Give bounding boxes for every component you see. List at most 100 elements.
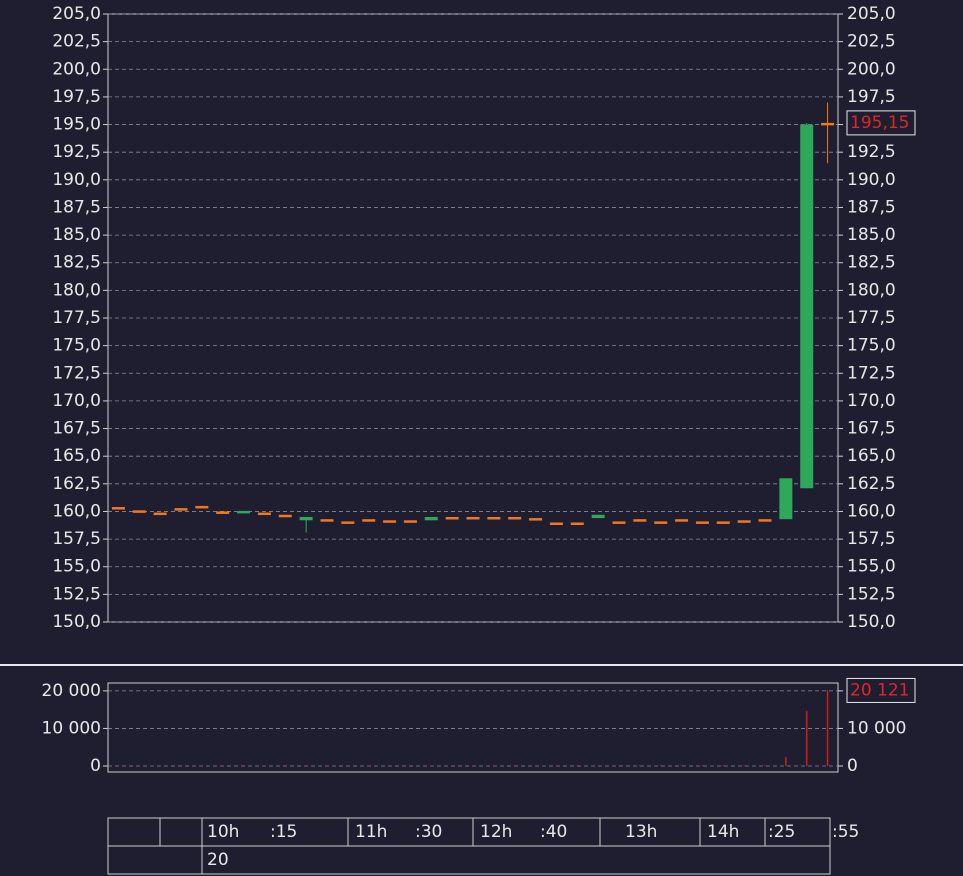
last-value-label: 195,15 — [850, 113, 909, 133]
volume-bar — [680, 765, 683, 766]
y-tick-label: 165,0 — [52, 446, 101, 466]
y-tick-label: 165,0 — [847, 446, 896, 466]
volume-bar — [347, 765, 349, 766]
volume-bar — [701, 765, 704, 766]
candle-body — [758, 519, 772, 522]
volume-bar — [764, 765, 766, 766]
y-tick-label: 177,5 — [847, 308, 896, 328]
volume-bar — [221, 765, 224, 766]
candle-body — [695, 521, 709, 524]
volume-bar — [117, 765, 120, 766]
y-tick-label: 190,0 — [847, 170, 896, 190]
time-label: 13h — [625, 822, 657, 842]
y-tick-label: 170,0 — [52, 391, 101, 411]
candle-body — [132, 510, 146, 513]
candle-body — [779, 478, 793, 520]
y-tick-label: 152,5 — [52, 584, 101, 604]
y-tick-label: 150,0 — [52, 612, 101, 632]
y-tick-label: 160,0 — [52, 501, 101, 521]
y-tick-label: 187,5 — [847, 197, 896, 217]
candle-body — [508, 516, 522, 520]
y-tick-label: 202,5 — [847, 32, 896, 52]
time-label: :25 — [768, 822, 795, 842]
y-tick-label: 167,5 — [52, 419, 101, 439]
volume-bar — [409, 765, 412, 766]
last-value-box — [846, 677, 916, 703]
y-tick-label: 162,5 — [847, 474, 896, 494]
last-value-box — [846, 110, 916, 136]
y-tick-label: 177,5 — [52, 308, 101, 328]
volume-bar — [305, 765, 307, 766]
volume-bar — [493, 765, 495, 766]
volume-bar — [826, 690, 829, 766]
y-tick-label: 185,0 — [847, 225, 896, 245]
volume-bar — [159, 765, 161, 766]
candle-body — [362, 519, 376, 522]
candle-body — [591, 514, 605, 519]
y-tick-label: 192,5 — [52, 142, 101, 162]
y-tick-label: 172,5 — [52, 363, 101, 383]
volume-bar — [639, 765, 641, 766]
y-tick-label: 157,5 — [52, 529, 101, 549]
y-tick-label: 200,0 — [52, 59, 101, 79]
candle-body — [383, 520, 397, 523]
y-tick-label: 175,0 — [52, 336, 101, 356]
y-tick-label: 10 000 — [42, 718, 101, 738]
y-tick-label: 195,0 — [52, 115, 101, 135]
volume-bar — [597, 765, 599, 766]
candle-body — [716, 521, 730, 524]
y-tick-label: 150,0 — [847, 612, 896, 632]
time-label: :55 — [832, 822, 859, 842]
candle-body — [570, 522, 584, 526]
candle-body — [237, 510, 251, 514]
y-tick-label: 192,5 — [847, 142, 896, 162]
y-tick-label: 197,5 — [847, 87, 896, 107]
time-label: 12h — [480, 822, 512, 842]
volume-bar — [722, 765, 725, 766]
y-tick-label: 160,0 — [847, 501, 896, 521]
volume-bar — [618, 765, 620, 766]
volume-bar — [284, 765, 287, 766]
candle-body — [320, 519, 334, 522]
candle-body — [403, 520, 417, 523]
time-label: :15 — [270, 822, 297, 842]
y-tick-label: 155,0 — [847, 557, 896, 577]
y-tick-label: 197,5 — [52, 87, 101, 107]
y-tick-label: 190,0 — [52, 170, 101, 190]
y-tick-label: 180,0 — [52, 280, 101, 300]
time-label: 20 — [207, 850, 229, 870]
y-tick-label: 155,0 — [52, 557, 101, 577]
candle-body — [612, 521, 626, 524]
candle-body — [299, 516, 313, 521]
candle-body — [111, 507, 125, 510]
y-tick-label: 20 000 — [42, 681, 101, 701]
candle-body — [487, 516, 501, 520]
time-label: 10h — [207, 822, 239, 842]
candle-body — [549, 522, 563, 526]
time-axis: 10h :15 11h :30 12h :40 13h 14h :25 :55 … — [107, 817, 859, 875]
volume-bar — [555, 765, 558, 766]
candle-body — [821, 122, 835, 126]
candle-body — [153, 512, 167, 516]
candle-body — [800, 124, 814, 489]
volume-bar — [513, 765, 516, 766]
candle-body — [174, 508, 188, 511]
candle-body — [633, 519, 647, 522]
y-tick-label: 170,0 — [847, 391, 896, 411]
last-value-label: 20 121 — [850, 680, 909, 700]
candle-body — [654, 521, 668, 524]
y-tick-label: 10 000 — [847, 718, 906, 738]
y-tick-label: 187,5 — [52, 197, 101, 217]
y-tick-label: 0 — [90, 756, 101, 776]
y-tick-label: 167,5 — [847, 419, 896, 439]
y-tick-label: 0 — [847, 756, 858, 776]
volume-bar — [326, 765, 328, 766]
volume-bar — [201, 765, 203, 766]
volume-bar — [659, 765, 662, 766]
volume-bar — [263, 765, 266, 766]
volume-bar — [242, 765, 245, 766]
candle-body — [466, 516, 480, 520]
y-tick-label: 182,5 — [52, 253, 101, 273]
volume-bar — [805, 710, 808, 766]
